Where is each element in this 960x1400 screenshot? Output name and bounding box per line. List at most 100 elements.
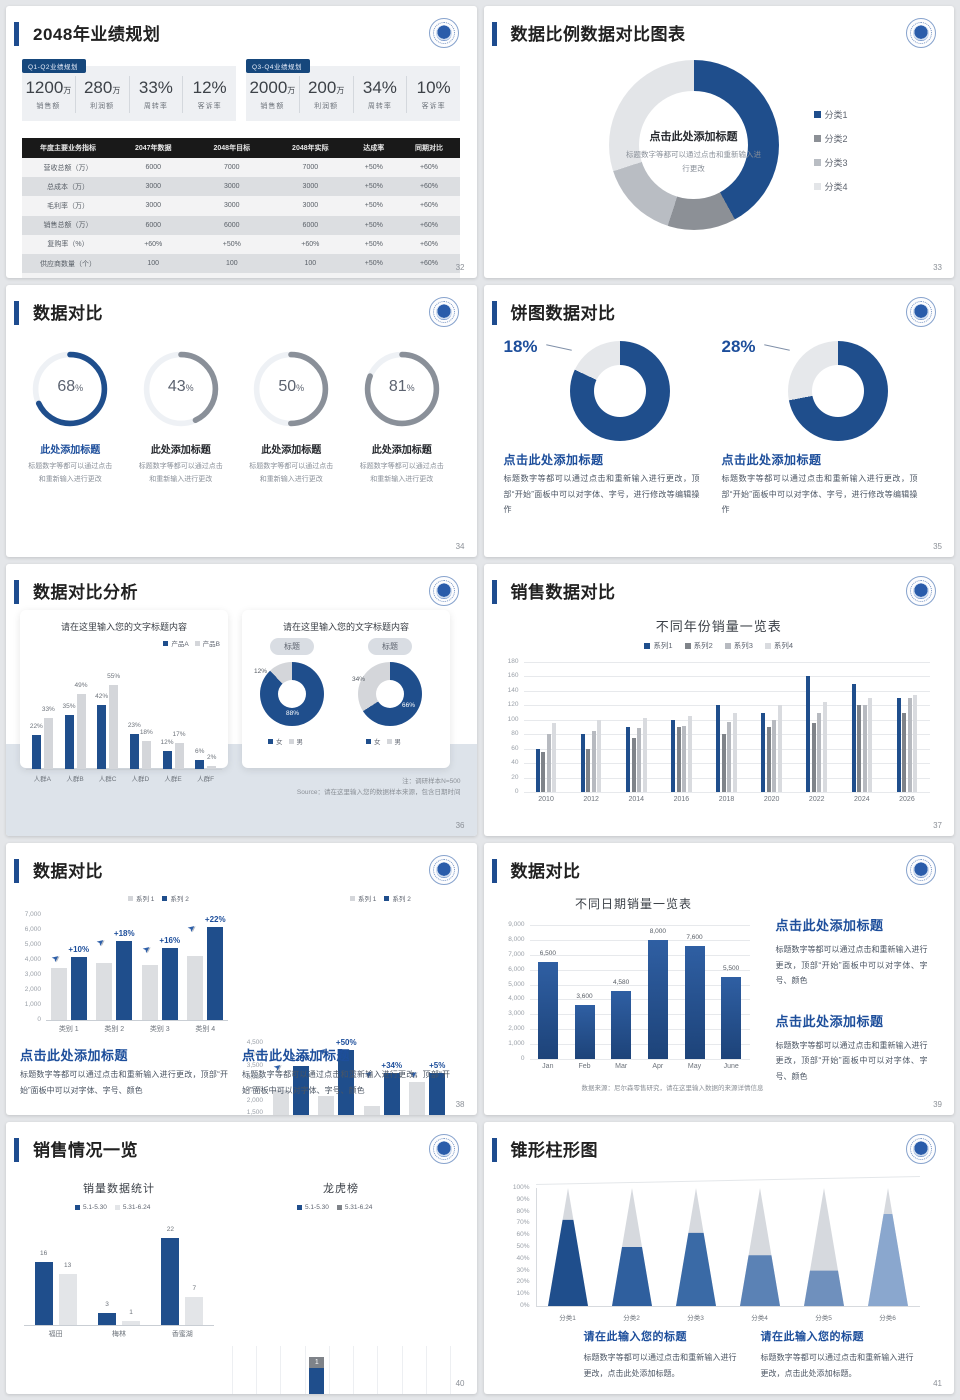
kpi-label: 周转率 <box>367 103 392 110</box>
table-row: 总成本（万） 3000 3000 3000 +50% +60% <box>22 177 460 197</box>
gridline-h <box>529 1044 750 1046</box>
slide-37[interactable]: 销售数据对比 不同年份销量一览表 系列1 系列2 系列3 系列4 0 20 40 60 80 1… <box>483 564 954 836</box>
slide-title: 数据对比分析 <box>33 583 138 602</box>
slide-title: 数据对比 <box>33 304 103 323</box>
slide-title: 销售情况一览 <box>33 1141 138 1160</box>
bar <box>96 963 113 1020</box>
logo-icon <box>428 576 459 606</box>
slide-40[interactable]: 销售情况一览 销量数据统计 5.1-5.30 5.31-6.24 福田 梅林 香蜜湖 16 1… <box>6 1122 477 1394</box>
gridline-h <box>523 763 930 765</box>
slide-36[interactable]: 数据对比分析 请在这里输入您的文字标题内容 产品A 产品B 人群A 人群B 人群C 人群D 人… <box>6 564 477 836</box>
y-tick-label: 1,500 <box>246 1109 263 1115</box>
y-tick-label: 3,500 <box>246 1062 263 1070</box>
chart-legend: 分类1 分类2 分类3 分类4 <box>813 108 848 193</box>
chart-card: 请在这里输入您的文字标题内容 标题 12% 88% 女男标题 34% 66% 女男 <box>242 610 450 768</box>
gridline-h <box>529 1029 750 1031</box>
bar-value-label: 7,600 <box>686 933 703 941</box>
slide-34[interactable]: 数据对比 68% 此处添加标题 标题数字等都可以通过点击和重新输入进行更改 43% 此处… <box>6 285 477 557</box>
y-tick-label: 60 <box>511 744 519 752</box>
progress-ring: 81% <box>362 349 442 429</box>
x-category-label: 分类3 <box>687 1315 704 1322</box>
bar-value-label: +18% <box>113 928 135 938</box>
kpi-value: 200万 <box>307 78 345 97</box>
gridline-h <box>529 1059 750 1060</box>
legend-swatch <box>268 738 273 744</box>
legend-item: 女 <box>366 736 381 746</box>
slide-33[interactable]: 数据比例数据对比图表 点击此处添加标题 标题数字等都可以通过点击和重新输入进行更… <box>483 6 954 278</box>
bar <box>161 1237 180 1325</box>
bar <box>868 698 873 792</box>
y-tick-label: 2,000 <box>246 1097 263 1105</box>
title-accent-bar <box>14 301 19 325</box>
y-tick-label: 50% <box>516 1243 530 1250</box>
logo-icon <box>906 297 936 327</box>
section-heading: 点击此处添加标题 <box>775 1013 884 1029</box>
progress-ring: 50% <box>251 349 331 429</box>
slide-35[interactable]: 饼图数据对比 18% 点击此处添加标题 标题数字等都可以通过点击和重新输入进行更改，… <box>483 285 954 557</box>
gauge-card-title: 此处添加标题 <box>261 445 322 456</box>
bar <box>338 1050 355 1115</box>
slide-title: 2048年业绩规划 <box>33 25 161 44</box>
bar-value-label: 3,600 <box>576 993 593 1001</box>
legend-item: 男 <box>386 736 401 746</box>
legend-item: 分类4 <box>813 180 848 193</box>
legend-swatch <box>297 1205 302 1210</box>
donut-legend: 女男 <box>366 736 401 746</box>
y-tick-label: 160 <box>507 672 519 680</box>
section-body: 标题数字等都可以通过点击和重新输入进行更改，点击此处添加标题。 <box>583 1353 737 1378</box>
gridline-v <box>401 1346 403 1394</box>
gridline-v <box>377 1346 379 1394</box>
bar <box>31 735 41 769</box>
donut-legend: 女男 <box>268 736 303 746</box>
gridline-v <box>256 1346 258 1394</box>
bar <box>195 759 205 769</box>
gridline-v <box>450 1346 451 1394</box>
x-category-label: 2022 <box>808 796 825 803</box>
slide-title: 销售数据对比 <box>510 583 616 602</box>
slide-32[interactable]: 2048年业绩规划 Q1-Q2业绩规划 1200万 销售额 280万 利润额 33% 周转率… <box>6 6 477 278</box>
gridline-h <box>523 748 930 750</box>
bar-value-label: 33% <box>41 706 55 714</box>
kpi-value: 34% <box>362 78 397 97</box>
kpi-stat: 12% 客诉率 <box>182 76 236 113</box>
bar <box>902 712 907 792</box>
legend-item: 系列3 <box>724 640 753 651</box>
section-body: 标题数字等都可以通过点击和重新输入进行更改，顶部“开始”面板中可以对字体、字号、… <box>242 1070 450 1095</box>
bar <box>611 990 632 1059</box>
slide-41[interactable]: 锥形柱形图 0% 10% 20% 30% 40% 50% 60% 70% 80% 90% 100% 分… <box>483 1122 954 1394</box>
x-category-label: 类别 2 <box>104 1026 125 1033</box>
gauge-card: 81% 此处添加标题 标题数字等都可以通过点击和重新输入进行更改 <box>352 349 453 486</box>
legend-swatch <box>813 159 821 166</box>
gridline-h <box>529 954 750 956</box>
kpi-stat: 280万 利润额 <box>74 76 129 113</box>
bar-value-label: 5,500 <box>723 965 740 973</box>
title-accent-bar <box>14 859 19 883</box>
y-tick-label: 3,000 <box>246 1074 263 1081</box>
slide-38[interactable]: 数据对比 系列 1 系列 2 0 1,000 2,000 3,000 4,000 5,000 6… <box>6 843 477 1115</box>
slide-39[interactable]: 数据对比 不同日期销量一览表 0 1,000 2,000 3,000 4,000 5,00… <box>483 843 954 1115</box>
bar <box>50 967 67 1020</box>
bar <box>207 765 217 769</box>
grouped-bar-chart: 福田 梅林 香蜜湖 16 13 3 1 22 7 <box>24 1218 214 1338</box>
legend-swatch <box>194 640 200 646</box>
kpi-value: 33% <box>138 78 173 97</box>
y-tick-label: 4,000 <box>24 956 41 963</box>
gridline-h <box>529 939 750 941</box>
bar <box>43 718 53 769</box>
note-line: 注：调研样本N=500 <box>402 778 461 785</box>
table-row: 供应商数量（个） 100 100 100 +50% +60% <box>22 253 460 274</box>
x-category-label: 2014 <box>628 796 645 803</box>
y-tick-label: 4,500 <box>246 1039 263 1046</box>
kpi-stat: 2000万 销售额 <box>246 76 299 113</box>
gridline-v <box>425 1346 427 1394</box>
x-category-label: May <box>687 1063 702 1070</box>
y-tick-label: 4,000 <box>246 1050 263 1058</box>
metrics-table: 年度主要业务指标 2047年数据 2048年目标 2048年实际 达成率 同期对比 营收总额… <box>22 138 460 278</box>
legend-item: 分类3 <box>813 156 848 169</box>
gridline-v <box>280 1346 282 1394</box>
bar <box>822 701 827 792</box>
x-category-label: 福田 <box>48 1331 63 1338</box>
gridline-h <box>529 984 750 986</box>
bar-value-label: +16% <box>159 936 181 945</box>
kpi-label: 客诉率 <box>197 103 222 110</box>
